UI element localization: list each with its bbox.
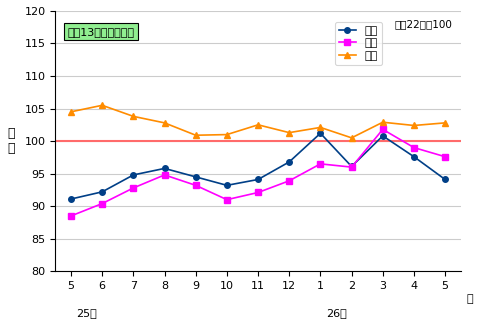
Text: 25年: 25年 xyxy=(76,308,97,318)
Y-axis label: 指
数: 指 数 xyxy=(7,127,14,155)
Legend: 生産, 出荷, 在庫: 生産, 出荷, 在庫 xyxy=(335,22,382,65)
Text: 平成22年＝100: 平成22年＝100 xyxy=(395,19,453,29)
Text: 月: 月 xyxy=(467,294,474,304)
Text: 最近13か月間の動き: 最近13か月間の動き xyxy=(68,26,134,36)
Text: 26年: 26年 xyxy=(325,308,347,318)
